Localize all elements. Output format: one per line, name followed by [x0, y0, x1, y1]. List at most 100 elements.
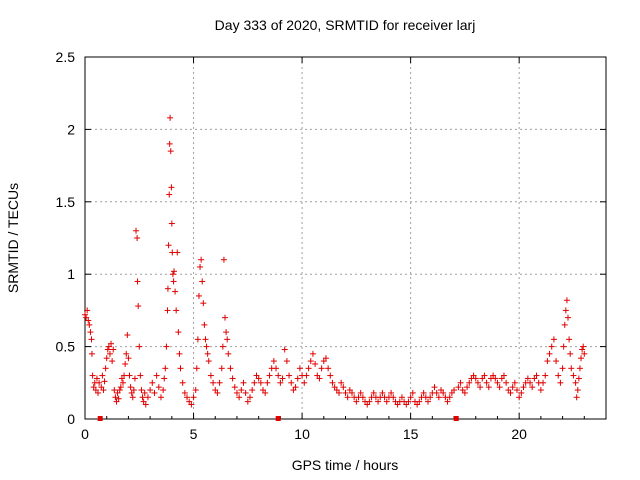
data-point: [110, 346, 117, 353]
data-point: [322, 355, 329, 362]
data-point: [179, 379, 186, 386]
data-point: [197, 263, 204, 270]
data-point: [494, 379, 501, 386]
data-point: [161, 375, 168, 382]
data-point: [219, 343, 226, 350]
data-point: [192, 387, 199, 394]
data-point: [433, 389, 440, 396]
data-point: [435, 394, 442, 401]
data-point: [202, 336, 209, 343]
data-point: [580, 343, 587, 350]
data-point: [205, 358, 212, 365]
data-point: [89, 372, 96, 379]
data-point: [134, 278, 141, 285]
data-point: [427, 394, 434, 401]
data-point: [99, 372, 106, 379]
data-point: [199, 278, 206, 285]
x-tick-label: 20: [511, 426, 527, 442]
x-tick-label: 10: [294, 426, 310, 442]
data-point: [540, 379, 547, 386]
data-point: [496, 384, 503, 391]
data-point: [344, 394, 351, 401]
data-point: [553, 358, 560, 365]
x-tick-label: 15: [403, 426, 419, 442]
data-point: [518, 389, 525, 396]
data-point: [188, 401, 195, 408]
data-point: [567, 350, 574, 357]
data-point: [103, 355, 110, 362]
data-point: [257, 379, 264, 386]
data-point: [555, 372, 562, 379]
data-point: [548, 343, 555, 350]
data-point: [301, 379, 308, 386]
data-point: [100, 387, 107, 394]
data-point: [139, 394, 146, 401]
data-point: [516, 394, 523, 401]
data-point: [160, 387, 167, 394]
data-point: [570, 372, 577, 379]
data-point: [312, 360, 319, 367]
data-point: [405, 398, 412, 405]
data-point: [173, 307, 180, 314]
y-tick-label: 0: [67, 411, 75, 427]
data-point: [166, 191, 173, 198]
data-point: [565, 314, 572, 321]
data-point: [184, 394, 191, 401]
data-point: [542, 372, 549, 379]
data-point: [485, 384, 492, 391]
data-point: [383, 398, 390, 405]
data-point: [574, 387, 581, 394]
data-point: [224, 336, 231, 343]
data-point: [108, 340, 115, 347]
data-point: [466, 379, 473, 386]
data-point: [129, 394, 136, 401]
data-point: [218, 365, 225, 372]
data-point: [101, 378, 108, 385]
data-point: [86, 321, 93, 328]
data-point: [147, 387, 154, 394]
data-point: [171, 268, 178, 275]
data-point: [472, 375, 479, 382]
data-point: [116, 387, 123, 394]
data-point: [318, 365, 325, 372]
data-point: [286, 372, 293, 379]
data-point: [307, 358, 314, 365]
data-point: [242, 389, 249, 396]
data-point: [133, 227, 140, 234]
data-point: [130, 387, 137, 394]
data-point: [236, 394, 243, 401]
data-point: [340, 384, 347, 391]
data-point: [461, 389, 468, 396]
data-point: [561, 321, 568, 328]
data-point: [125, 355, 132, 362]
data-point: [203, 343, 210, 350]
data-point: [168, 220, 175, 227]
data-point: [176, 350, 183, 357]
data-point: [335, 389, 342, 396]
gap-marker: [97, 416, 103, 421]
data-point: [507, 389, 514, 396]
data-point: [134, 235, 141, 241]
data-point: [244, 398, 251, 405]
y-axis-label: SRMTID / TECUs: [5, 183, 21, 293]
data-point: [131, 375, 138, 382]
data-point: [194, 336, 201, 343]
data-point: [166, 140, 173, 147]
data-point: [444, 398, 451, 405]
data-point: [511, 379, 518, 386]
data-point: [309, 350, 316, 357]
data-point: [170, 278, 177, 285]
data-point: [481, 372, 488, 379]
x-tick-labels: 0 5 10 15 20: [81, 426, 527, 442]
data-point: [305, 365, 312, 372]
data-point: [353, 398, 360, 405]
data-point: [264, 379, 271, 386]
data-point: [575, 375, 582, 382]
data-point: [137, 372, 144, 379]
data-point: [240, 379, 247, 386]
y-tick-labels: 0 0.5 1 1.5 2 2.5: [56, 49, 76, 427]
data-point: [123, 350, 130, 357]
data-point: [451, 387, 458, 394]
data-point: [96, 379, 103, 386]
data-point: [122, 360, 129, 367]
